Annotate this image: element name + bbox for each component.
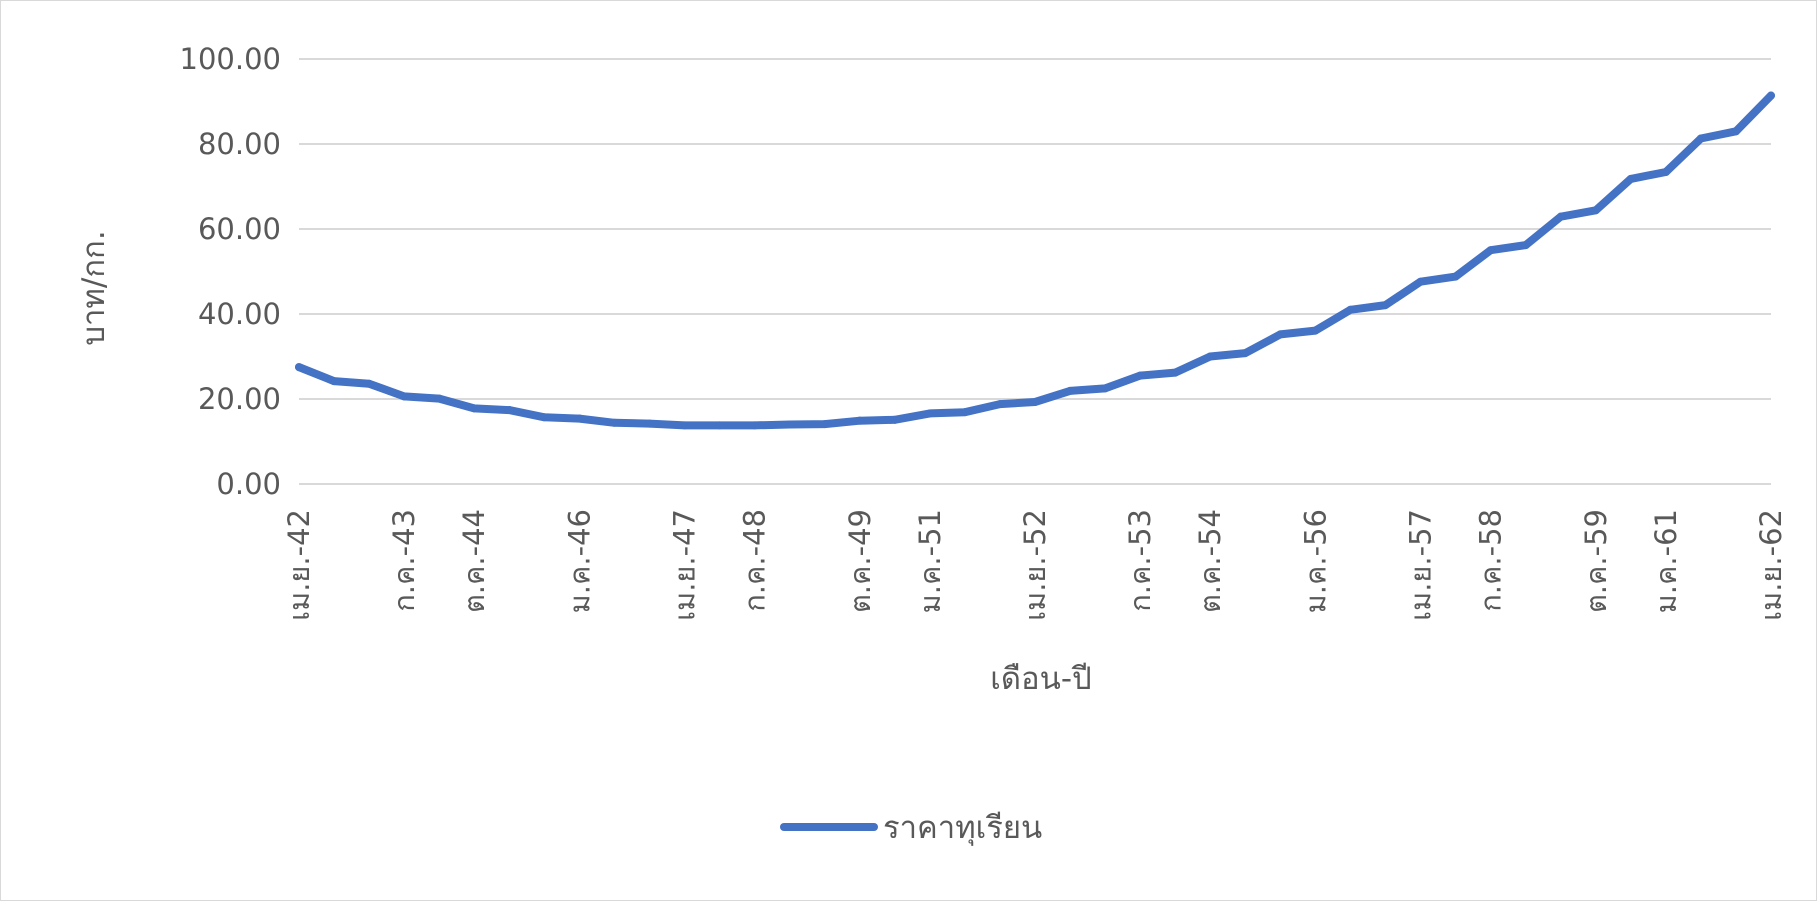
y-axis-ticks: 0.00 20.00 40.00 60.00 80.00 100.00 xyxy=(180,42,281,501)
x-tick-label: ม.ค.-46 xyxy=(562,509,596,613)
x-tick-label: ต.ค.-54 xyxy=(1193,509,1227,613)
y-tick-label: 60.00 xyxy=(198,212,281,246)
series-lines xyxy=(295,91,1775,430)
data-point xyxy=(1101,384,1110,393)
y-tick-label: 0.00 xyxy=(216,467,281,501)
data-point xyxy=(1171,368,1180,377)
data-point xyxy=(435,394,444,403)
x-tick-label: เม.ย.-52 xyxy=(1018,509,1052,621)
data-point xyxy=(680,421,689,430)
data-point xyxy=(1346,305,1355,314)
data-point xyxy=(1416,277,1425,286)
data-point xyxy=(610,418,619,427)
y-tick-label: 80.00 xyxy=(198,127,281,161)
x-tick-label: ต.ค.-59 xyxy=(1579,509,1613,613)
data-point xyxy=(995,400,1004,409)
data-point xyxy=(1486,246,1495,255)
data-point xyxy=(645,419,654,428)
data-point xyxy=(1521,241,1530,250)
data-point xyxy=(750,421,759,430)
legend-label: ราคาทุเรียน xyxy=(883,810,1042,847)
x-tick-label: ก.ค.-43 xyxy=(387,509,421,612)
data-point xyxy=(365,379,374,388)
data-point xyxy=(505,406,514,415)
data-point xyxy=(715,421,724,430)
x-tick-label: ม.ค.-61 xyxy=(1649,509,1683,613)
data-point xyxy=(1066,386,1075,395)
data-point xyxy=(470,404,479,413)
data-point xyxy=(925,409,934,418)
data-point xyxy=(330,377,339,386)
x-tick-label: ม.ค.-56 xyxy=(1298,509,1332,613)
x-tick-label: เม.ย.-47 xyxy=(668,509,702,621)
y-tick-label: 100.00 xyxy=(180,42,281,76)
data-point xyxy=(1451,272,1460,281)
x-axis-ticks: เม.ย.-42 ก.ค.-43 ต.ค.-44 ม.ค.-46 เม.ย.-47 ก.ค… xyxy=(282,509,1788,621)
data-point xyxy=(1136,371,1145,380)
data-point xyxy=(1276,330,1285,339)
y-tick-label: 20.00 xyxy=(198,382,281,416)
y-axis-title: บาท/กก. xyxy=(76,230,112,345)
data-point xyxy=(1696,134,1705,143)
data-point xyxy=(400,392,409,401)
data-point xyxy=(1556,212,1565,221)
data-point xyxy=(575,414,584,423)
x-tick-label: ก.ค.-48 xyxy=(738,509,772,612)
data-point xyxy=(1206,352,1215,361)
x-tick-label: ต.ค.-49 xyxy=(843,509,877,613)
data-point xyxy=(1731,127,1740,136)
data-point xyxy=(1241,349,1250,358)
x-tick-label: เม.ย.-42 xyxy=(282,509,316,621)
x-axis-title: เดือน-ปี xyxy=(990,661,1091,697)
data-point xyxy=(1381,301,1390,310)
data-point xyxy=(1661,168,1670,177)
gridlines xyxy=(299,58,1771,485)
data-point xyxy=(1311,326,1320,335)
series-line-durian-price xyxy=(295,91,1775,430)
data-point xyxy=(890,415,899,424)
data-point xyxy=(295,363,303,372)
legend: ราคาทุเรียน xyxy=(780,810,1042,847)
data-point xyxy=(1767,91,1775,100)
y-tick-label: 40.00 xyxy=(198,297,281,331)
data-point xyxy=(855,416,864,425)
x-tick-label: ม.ค.-51 xyxy=(913,509,947,613)
data-point xyxy=(1626,174,1635,183)
x-tick-label: เม.ย.-62 xyxy=(1754,509,1788,621)
data-point xyxy=(785,420,794,429)
data-point xyxy=(820,420,829,429)
x-tick-label: ก.ค.-53 xyxy=(1123,509,1157,612)
x-tick-label: เม.ย.-57 xyxy=(1404,509,1438,621)
data-point xyxy=(960,408,969,417)
data-point xyxy=(1591,206,1600,215)
x-tick-label: ก.ค.-58 xyxy=(1474,509,1508,612)
x-tick-label: ต.ค.-44 xyxy=(457,509,491,613)
data-point xyxy=(1031,397,1039,406)
data-point xyxy=(540,413,549,422)
